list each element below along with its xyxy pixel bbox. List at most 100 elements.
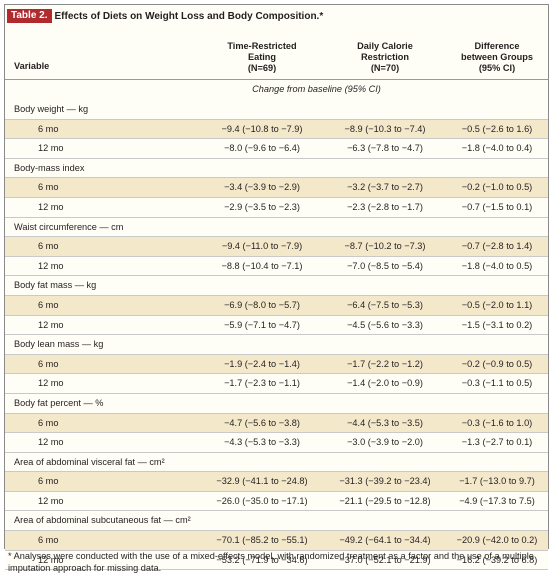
cell-difference: −16.2 (−39.2 to 6.8): [456, 554, 538, 565]
cell-calorie-restriction: −1.7 (−2.2 to −1.2): [347, 358, 423, 369]
table-frame: Table 2. Effects of Diets on Weight Loss…: [4, 4, 549, 571]
table-footnote: * Analyses were conducted with the use o…: [8, 551, 534, 573]
cell-calorie-restriction: −4.4 (−5.3 to −3.5): [347, 417, 423, 428]
table-row: 6 mo −70.1 (−85.2 to −55.1) −49.2 (−64.1 t…: [5, 531, 548, 551]
cell-time-restricted: −6.9 (−8.0 to −5.7): [224, 299, 300, 310]
table-group-row: Body weight — kg: [5, 100, 548, 120]
table-group-row: Area of abdominal visceral fat — cm²: [5, 452, 548, 473]
row-label: 12 mo: [38, 319, 64, 330]
table-row: 6 mo −6.9 (−8.0 to −5.7) −6.4 (−7.5 to −5.…: [5, 295, 548, 316]
row-label: 12 mo: [38, 378, 64, 389]
table-row: 6 mo −3.4 (−3.9 to −2.9) −3.2 (−3.7 to −2.…: [5, 178, 548, 198]
table-group-row: Waist circumference — cm: [5, 217, 548, 238]
cell-time-restricted: −53.2 (−71.9 to −34.6): [216, 554, 308, 565]
row-label: 6 mo: [38, 358, 59, 369]
cell-time-restricted: −8.8 (−10.4 to −7.1): [221, 260, 303, 271]
cell-calorie-restriction: −8.7 (−10.2 to −7.3): [344, 241, 426, 252]
cell-calorie-restriction: −3.2 (−3.7 to −2.7): [347, 182, 423, 193]
cell-calorie-restriction: −4.5 (−5.6 to −3.3): [347, 319, 423, 330]
cell-calorie-restriction: −31.3 (−39.2 to −23.4): [339, 476, 431, 487]
group-label: Waist circumference — cm: [14, 221, 124, 232]
table-row: 6 mo −1.9 (−2.4 to −1.4) −1.7 (−2.2 to −1.…: [5, 354, 548, 375]
group-label: Body fat mass — kg: [14, 280, 97, 291]
table-group-row: Area of abdominal subcutaneous fat — cm²: [5, 511, 548, 532]
table-group-row: Body lean mass — kg: [5, 335, 548, 355]
cell-time-restricted: −26.0 (−35.0 to −17.1): [216, 495, 308, 506]
cell-time-restricted: −5.9 (−7.1 to −4.7): [224, 319, 300, 330]
table-header: Variable Time-Restricted Eating (N=69) D…: [5, 27, 548, 80]
cell-difference: −0.3 (−1.1 to 0.5): [461, 378, 533, 389]
group-label: Area of abdominal subcutaneous fat — cm²: [14, 515, 191, 526]
cell-calorie-restriction: −7.0 (−8.5 to −5.4): [347, 260, 423, 271]
cell-calorie-restriction: −3.0 (−3.9 to −2.0): [347, 437, 423, 448]
row-label: 6 mo: [38, 476, 59, 487]
group-label: Body-mass index: [14, 162, 85, 173]
cell-difference: −0.7 (−1.5 to 0.1): [461, 201, 533, 212]
cell-time-restricted: −1.9 (−2.4 to −1.4): [224, 358, 300, 369]
cell-difference: −0.2 (−0.9 to 0.5): [461, 358, 533, 369]
cell-calorie-restriction: −37.0 (−52.1 to −21.9): [339, 554, 431, 565]
table-row: 6 mo −9.4 (−11.0 to −7.9) −8.7 (−10.2 to −…: [5, 237, 548, 257]
table-row: 12 mo −53.2 (−71.9 to −34.6) −37.0 (−52.1 …: [5, 550, 548, 571]
cell-difference: −1.7 (−13.0 to 9.7): [459, 476, 535, 487]
row-label: 12 mo: [38, 143, 64, 154]
cell-time-restricted: −8.0 (−9.6 to −6.4): [224, 143, 300, 154]
cell-difference: −1.5 (−3.1 to 0.2): [461, 319, 533, 330]
cell-time-restricted: −4.3 (−5.3 to −3.3): [224, 437, 300, 448]
row-label: 12 mo: [38, 201, 64, 212]
cell-time-restricted: −1.7 (−2.3 to −1.1): [224, 378, 300, 389]
row-label: 6 mo: [38, 417, 59, 428]
row-label: 6 mo: [38, 241, 59, 252]
table-row: 12 mo −4.3 (−5.3 to −3.3) −3.0 (−3.9 to −2…: [5, 433, 548, 453]
table-group-row: Body-mass index: [5, 158, 548, 179]
cell-calorie-restriction: −8.9 (−10.3 to −7.4): [344, 123, 426, 134]
group-label: Body weight — kg: [14, 104, 89, 114]
group-label: Body lean mass — kg: [14, 339, 104, 350]
table-row: 12 mo −2.9 (−3.5 to −2.3) −2.3 (−2.8 to −1…: [5, 197, 548, 218]
table-row: 12 mo −26.0 (−35.0 to −17.1) −21.1 (−29.5 …: [5, 491, 548, 512]
cell-calorie-restriction: −6.4 (−7.5 to −5.3): [347, 299, 423, 310]
row-label: 12 mo: [38, 260, 64, 271]
table-row: 12 mo −5.9 (−7.1 to −4.7) −4.5 (−5.6 to −3…: [5, 315, 548, 336]
table-title: Effects of Diets on Weight Loss and Body…: [54, 10, 324, 22]
cell-difference: −0.3 (−1.6 to 1.0): [461, 417, 533, 428]
table-title-row: Table 2. Effects of Diets on Weight Loss…: [5, 5, 548, 27]
table-row: 6 mo −4.7 (−5.6 to −3.8) −4.4 (−5.3 to −3.…: [5, 413, 548, 434]
cell-calorie-restriction: −2.3 (−2.8 to −1.7): [347, 201, 423, 212]
table-row: 6 mo −9.4 (−10.8 to −7.9) −8.9 (−10.3 to −…: [5, 119, 548, 140]
table-subheader: Change from baseline (95% CI): [5, 79, 548, 101]
table-row: 12 mo −8.8 (−10.4 to −7.1) −7.0 (−8.5 to −…: [5, 256, 548, 277]
table-group-row: Body fat percent — %: [5, 393, 548, 414]
header-calorie-restriction: Daily Calorie Restriction (N=70): [357, 41, 413, 73]
cell-difference: −0.2 (−1.0 to 0.5): [461, 182, 533, 193]
cell-time-restricted: −3.4 (−3.9 to −2.9): [224, 182, 300, 193]
cell-difference: −1.3 (−2.7 to 0.1): [461, 437, 533, 448]
cell-time-restricted: −9.4 (−11.0 to −7.9): [221, 241, 303, 252]
table-row: 6 mo −32.9 (−41.1 to −24.8) −31.3 (−39.2 t…: [5, 472, 548, 492]
group-label: Area of abdominal visceral fat — cm²: [14, 456, 165, 467]
row-label: 12 mo: [38, 437, 64, 448]
group-label: Body fat percent — %: [14, 397, 104, 408]
row-label: 6 mo: [38, 123, 59, 134]
cell-difference: −0.5 (−2.0 to 1.1): [461, 299, 533, 310]
cell-difference: −1.8 (−4.0 to 0.5): [461, 260, 533, 271]
cell-difference: −20.9 (−42.0 to 0.2): [456, 535, 538, 546]
table-group-row: Body fat mass — kg: [5, 276, 548, 296]
cell-calorie-restriction: −1.4 (−2.0 to −0.9): [347, 378, 423, 389]
cell-time-restricted: −2.9 (−3.5 to −2.3): [224, 201, 300, 212]
row-label: 6 mo: [38, 299, 59, 310]
table-label: Table 2.: [7, 9, 52, 23]
table-body: Body weight — kg 6 mo −9.4 (−10.8 to −7.9)…: [5, 100, 548, 571]
cell-difference: −0.7 (−2.8 to 1.4): [461, 241, 533, 252]
cell-calorie-restriction: −21.1 (−29.5 to −12.8): [339, 495, 431, 506]
cell-difference: −0.5 (−2.6 to 1.6): [461, 123, 533, 134]
row-label: 6 mo: [38, 182, 59, 193]
row-label: 6 mo: [38, 535, 59, 546]
cell-difference: −1.8 (−4.0 to 0.4): [461, 143, 533, 154]
header-difference: Difference between Groups (95% CI): [461, 41, 533, 73]
row-label: 12 mo: [38, 495, 64, 506]
cell-difference: −4.9 (−17.3 to 7.5): [459, 495, 535, 506]
header-variable: Variable: [14, 61, 50, 71]
cell-time-restricted: −9.4 (−10.8 to −7.9): [221, 123, 303, 134]
row-label: 12 mo: [38, 554, 64, 565]
